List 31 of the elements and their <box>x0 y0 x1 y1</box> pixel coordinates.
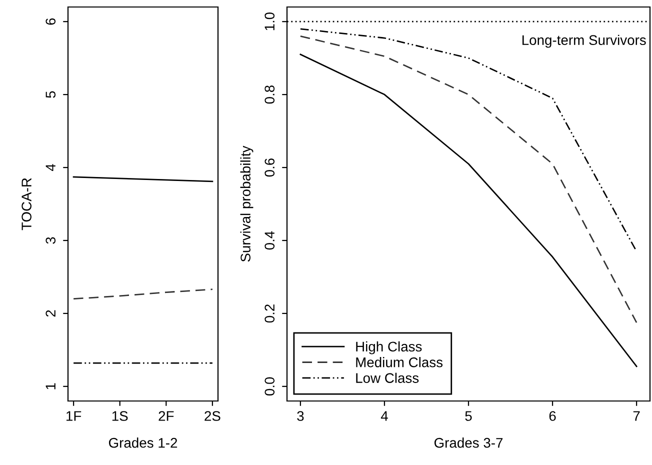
y-tick-label: 3 <box>46 237 56 244</box>
line-series <box>300 54 638 368</box>
y-tick-label: 1.0 <box>264 12 275 30</box>
y-tick-label: 6 <box>46 18 56 25</box>
x-tick-label: 3 <box>297 411 304 421</box>
x-tick-label: 2F <box>158 411 174 421</box>
y-tick-label: 5 <box>46 91 56 98</box>
y-tick-label: 0.6 <box>264 158 275 177</box>
y-axis-title: Survival probability <box>240 146 254 262</box>
line-series <box>72 288 214 300</box>
x-tick-label: 4 <box>380 411 388 421</box>
x-tick-label: 2S <box>204 411 220 421</box>
x-tick-label: 1S <box>112 411 128 421</box>
y-tick-label: 0.4 <box>264 231 275 250</box>
y-tick-label: 0.8 <box>264 86 275 104</box>
x-tick-label: 5 <box>465 411 472 421</box>
x-tick-label: 1F <box>66 411 82 421</box>
x-axis-title: Grades 1-2 <box>108 438 178 448</box>
legend-label: High Class <box>356 341 422 354</box>
x-tick-label: 7 <box>633 411 640 421</box>
y-tick-label: 2 <box>46 310 56 317</box>
ref-line-label: Long-term Survivors <box>522 34 646 48</box>
y-tick-label: 0.2 <box>264 304 275 323</box>
y-tick-label: 4 <box>46 164 56 172</box>
y-tick-label: 1 <box>46 383 56 390</box>
y-axis-title: TOCA-R <box>22 178 32 230</box>
x-axis-title: Grades 3-7 <box>434 438 503 448</box>
legend-label: Low Class <box>356 372 419 383</box>
legend-label: Medium Class <box>356 357 443 368</box>
x-tick-label: 6 <box>549 411 556 421</box>
y-tick-label: 0.0 <box>264 377 275 396</box>
